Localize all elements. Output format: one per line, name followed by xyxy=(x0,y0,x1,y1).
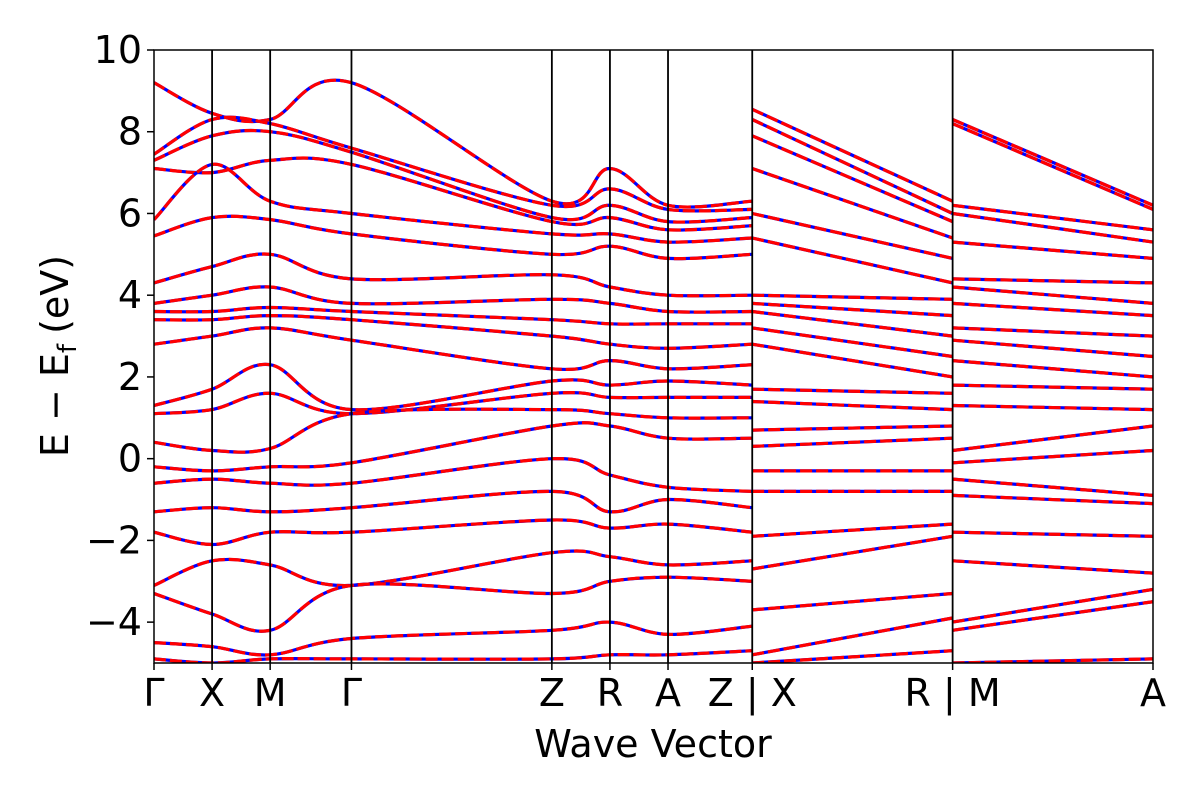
band-line-red xyxy=(752,387,953,395)
band-line-red xyxy=(952,559,1153,575)
band-line-red xyxy=(154,326,753,372)
plot-frame xyxy=(153,49,1154,664)
band-line-red xyxy=(752,293,953,301)
band-lines xyxy=(154,78,1153,663)
band-line-red xyxy=(752,522,953,538)
band-line-red xyxy=(154,575,753,633)
band-line-red xyxy=(952,587,1153,624)
band-line-red xyxy=(154,407,753,454)
band-line-red xyxy=(752,424,953,432)
band-line-red xyxy=(751,166,954,240)
band-line-red xyxy=(154,421,753,473)
band-line-red xyxy=(952,285,1153,305)
band-line-red xyxy=(154,115,753,213)
x-axis-title: Wave Vector xyxy=(534,722,772,766)
band-line-red xyxy=(752,399,953,412)
band-line-red xyxy=(752,309,953,338)
y-tick-label: 0 xyxy=(118,437,142,481)
x-tick-label: R | M xyxy=(905,671,1001,716)
band-line-red xyxy=(751,236,953,285)
band-line-red xyxy=(154,489,753,514)
high-symmetry-lines xyxy=(211,50,954,663)
band-line-red xyxy=(952,301,1153,318)
x-tick-label: R xyxy=(597,671,623,715)
y-tick-label: −2 xyxy=(86,518,142,562)
band-line-red xyxy=(752,301,953,318)
y-tick-label: 8 xyxy=(118,110,142,154)
band-line-red xyxy=(952,203,1153,232)
band-line-red xyxy=(951,118,1153,207)
y-axis-title-unit: (eV) xyxy=(33,255,77,334)
band-line-red xyxy=(751,326,953,359)
band-line-red xyxy=(751,134,954,224)
band-line-red xyxy=(952,383,1153,391)
band-line-red xyxy=(752,591,953,612)
band-line-red xyxy=(952,448,1153,465)
band-line-red xyxy=(154,518,753,547)
band-line-red xyxy=(751,118,954,215)
band-line-red xyxy=(952,359,1153,379)
band-line-red xyxy=(952,493,1153,506)
x-tick-label: Γ xyxy=(341,671,362,715)
band-line-red xyxy=(154,549,753,588)
band-line-red xyxy=(154,162,753,244)
band-line-red xyxy=(751,534,953,571)
band-line-blue xyxy=(154,549,753,588)
band-line-blue xyxy=(154,575,753,633)
band-line-red xyxy=(154,128,753,224)
y-axis-title: E − Ef (eV) xyxy=(33,255,83,457)
band-line-red xyxy=(154,391,753,416)
x-tick-label: Z xyxy=(539,671,565,715)
band-line-red xyxy=(952,403,1153,412)
band-line-blue xyxy=(154,421,753,473)
band-line-red xyxy=(952,211,1153,244)
band-line-red xyxy=(751,107,954,203)
band-line-red xyxy=(154,305,753,326)
x-tick-label: A xyxy=(655,671,681,715)
band-line-red xyxy=(154,457,753,493)
y-tick-label: 10 xyxy=(94,28,142,72)
y-tick-label: 4 xyxy=(118,273,142,317)
y-axis: −4 −2 0 2 4 6 8 10 xyxy=(86,28,154,644)
band-line-red xyxy=(952,530,1153,538)
band-line-red xyxy=(952,600,1153,632)
y-axis-title-subscript: f xyxy=(53,343,83,353)
band-line-blue xyxy=(154,214,753,261)
y-tick-label: 6 xyxy=(118,191,142,235)
x-tick-label: Γ xyxy=(143,671,164,715)
band-line-red xyxy=(952,338,1153,359)
band-line-red xyxy=(952,477,1153,497)
band-line-red xyxy=(154,156,753,232)
band-line-red xyxy=(952,424,1153,453)
band-line-blue xyxy=(154,314,753,350)
band-line-red xyxy=(952,326,1153,338)
band-line-red xyxy=(751,211,953,260)
y-tick-label: −4 xyxy=(86,600,142,644)
band-line-red xyxy=(154,285,753,314)
x-tick-label: M xyxy=(254,671,287,715)
band-line-red xyxy=(154,649,753,663)
x-tick-label: Z | X xyxy=(708,671,797,716)
band-line-red xyxy=(154,362,753,412)
y-axis-title-main: E − E xyxy=(33,353,77,457)
band-line-red xyxy=(752,436,953,448)
band-line-red xyxy=(952,240,1153,260)
x-tick-label: A xyxy=(1140,671,1166,715)
band-line-red xyxy=(154,252,753,298)
band-line-red xyxy=(154,214,753,261)
band-line-red xyxy=(154,620,753,657)
x-tick-label: X xyxy=(199,671,225,715)
band-line-red xyxy=(154,314,753,350)
band-line-red xyxy=(751,342,953,379)
y-tick-label: 2 xyxy=(118,355,142,399)
band-line-red xyxy=(751,616,953,657)
band-line-red xyxy=(752,649,953,663)
band-line-red xyxy=(951,122,1153,211)
band-line-red xyxy=(952,277,1153,285)
